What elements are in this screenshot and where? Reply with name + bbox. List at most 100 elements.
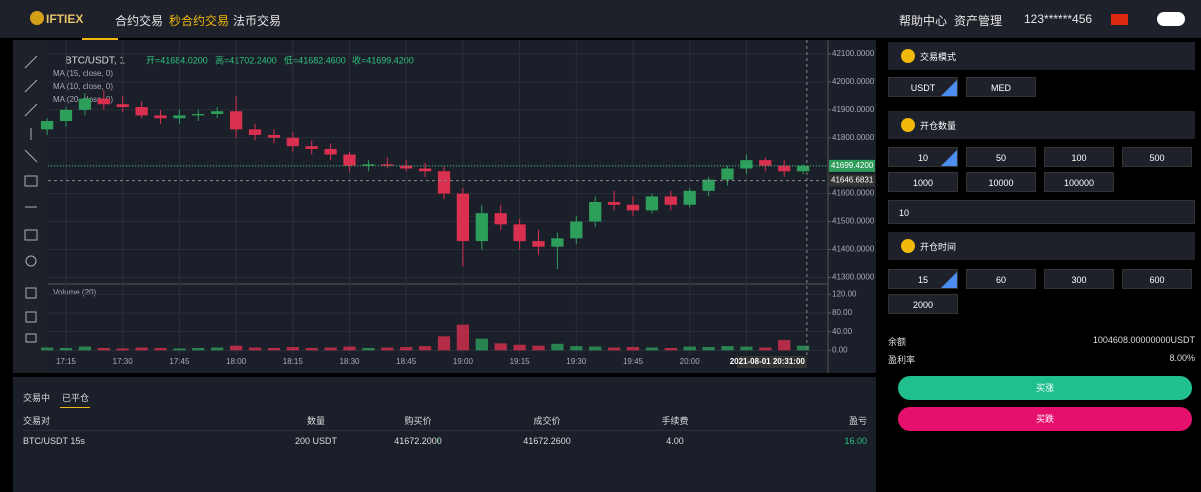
check-icon: [901, 49, 915, 63]
option-button[interactable]: 10: [888, 147, 958, 167]
tool-icon[interactable]: [24, 79, 38, 93]
indicator-label: MA (10, close, 0): [53, 82, 113, 91]
option-button[interactable]: 500: [1122, 147, 1192, 167]
flag[interactable]: [1111, 14, 1128, 25]
volume-bar: [513, 344, 526, 351]
volume-bar: [154, 348, 167, 351]
option-button[interactable]: 600: [1122, 269, 1192, 289]
section-title: 开仓时间: [920, 242, 957, 252]
check-icon: [901, 239, 915, 253]
section-header: 开仓时间: [888, 232, 1195, 260]
volume-bar: [286, 347, 299, 351]
table-cell: 16.00: [844, 436, 867, 446]
volume-bar: [796, 345, 810, 351]
crosshair-price-box: [829, 174, 875, 187]
volume-bar: [192, 348, 205, 351]
last-price-box: [829, 159, 875, 172]
volume-bar: [418, 346, 432, 351]
nav-link[interactable]: 帮助中心: [899, 14, 948, 28]
column-header: 盈亏: [848, 416, 867, 426]
tab[interactable]: 已平仓: [62, 393, 90, 403]
x-tick-label: 17:45: [169, 357, 190, 366]
nav-link[interactable]: 法币交易: [233, 14, 282, 28]
volume-bar: [97, 348, 110, 351]
nav-link[interactable]: 秒合约交易: [169, 14, 230, 28]
option-button[interactable]: 1000: [888, 172, 958, 192]
tool-icon[interactable]: [24, 175, 38, 187]
candle-body: [78, 98, 92, 110]
quantity-input[interactable]: 10: [888, 200, 1195, 224]
tool-icon[interactable]: [25, 255, 37, 267]
option-button[interactable]: MED: [966, 77, 1036, 97]
candle-body: [664, 196, 677, 205]
volume-bar: [532, 345, 545, 351]
y-tick-label: 41500.0000: [832, 217, 875, 226]
option-button[interactable]: USDT: [888, 77, 958, 97]
table-cell: BTC/USDT 15s: [23, 436, 85, 446]
section-title: 交易模式: [920, 52, 957, 62]
x-tick-label: 19:45: [623, 357, 644, 366]
tool-icon[interactable]: [24, 229, 38, 241]
option-button[interactable]: 60: [966, 269, 1036, 289]
option-button[interactable]: 2000: [888, 294, 958, 314]
candle-body: [229, 111, 243, 130]
option-button[interactable]: 15: [888, 269, 958, 289]
check-icon: [901, 118, 915, 132]
tool-icon[interactable]: [24, 149, 38, 163]
column-header: 数量: [306, 416, 326, 426]
last-price-label: 41699.4200: [831, 161, 874, 170]
option-button[interactable]: 100: [1044, 147, 1114, 167]
volume-bar: [78, 346, 92, 351]
tool-icon[interactable]: [25, 287, 37, 299]
buy-down-button[interactable]: 买跌: [898, 407, 1192, 431]
x-tick-label: 19:15: [510, 357, 531, 366]
nav-link[interactable]: 合约交易: [115, 14, 164, 28]
volume-bar: [229, 345, 243, 351]
candle-body: [248, 129, 262, 135]
ohlc-label: 收=41699.4200: [352, 54, 414, 65]
toolbar-icons: [24, 55, 38, 343]
buy-up-button[interactable]: 买涨: [898, 376, 1192, 400]
table-cell: 200 USDT: [294, 436, 338, 446]
volume-bar: [437, 336, 451, 351]
volume-bar: [740, 346, 753, 351]
volume-bar: [248, 347, 262, 351]
option-button[interactable]: 300: [1044, 269, 1114, 289]
logo-icon: [30, 11, 44, 25]
tab[interactable]: 交易中: [23, 393, 51, 403]
nav-link[interactable]: 资产管理: [954, 14, 1003, 28]
tool-icon[interactable]: [24, 55, 38, 69]
x-tick-label: 18:45: [396, 357, 417, 366]
option-button[interactable]: 100000: [1044, 172, 1114, 192]
x-tick-label: 19:00: [453, 357, 474, 366]
x-tick-label: 18:30: [339, 357, 360, 366]
column-header: 成交价: [533, 416, 561, 426]
option-button[interactable]: 10000: [966, 172, 1036, 192]
candle-body: [59, 109, 73, 121]
plot: 41300.0000 41400.0000 41500.0000 41600.0000…: [40, 40, 875, 368]
logo[interactable]: IFTIEX: [46, 12, 84, 26]
candle-body: [456, 193, 470, 242]
option-button[interactable]: 50: [966, 147, 1036, 167]
volume-bar: [721, 346, 734, 351]
tool-icon[interactable]: [24, 103, 38, 117]
volume-bar: [135, 347, 148, 351]
profit-rate-label: 盈利率: [888, 355, 916, 365]
theme-toggle[interactable]: [1157, 12, 1185, 26]
tool-icon[interactable]: [25, 333, 37, 343]
volume-label: Volume (20): [53, 288, 96, 297]
x-tick-label: 18:15: [283, 357, 304, 366]
candle-body: [211, 111, 224, 115]
candle-body: [570, 221, 583, 239]
input-value: 10: [899, 208, 910, 218]
ohlc-label: 开=41684.0200: [146, 55, 208, 65]
volume-bar: [381, 347, 394, 351]
column-header: 购买价: [404, 416, 432, 426]
tool-icon[interactable]: [25, 311, 37, 323]
candle-body: [778, 165, 791, 172]
volume-bar: [305, 348, 318, 351]
volume-bar: [324, 347, 337, 351]
candle-body: [400, 165, 413, 169]
account[interactable]: 123******456: [1024, 12, 1093, 26]
